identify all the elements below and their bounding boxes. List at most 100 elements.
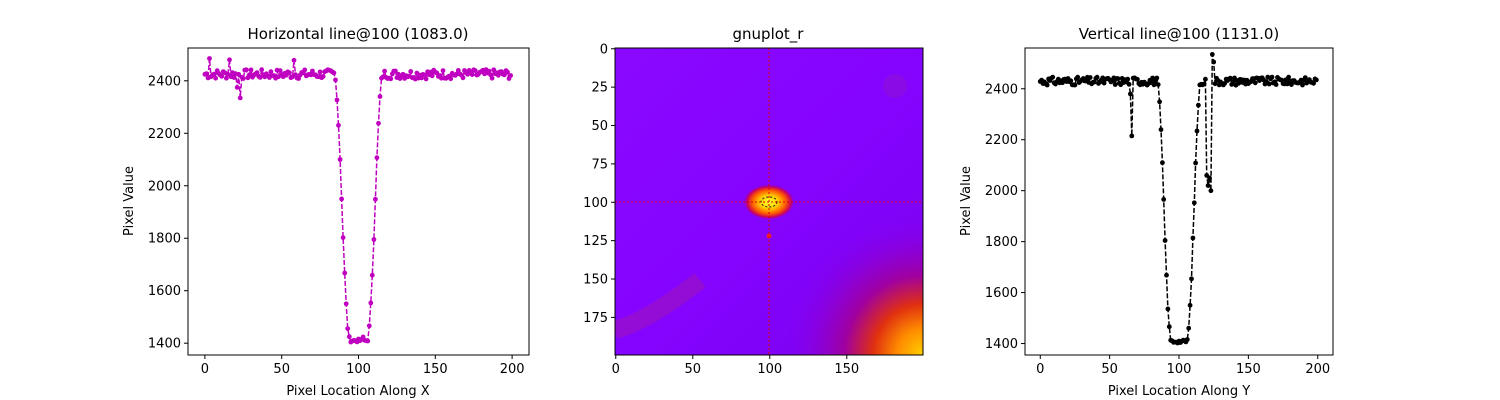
horizontal-profile-xlabel: Pixel Location Along X [286, 384, 429, 399]
profile-point [1101, 80, 1107, 86]
profile-point [1115, 76, 1121, 81]
profile-point [366, 323, 372, 329]
profile-point [1157, 99, 1162, 105]
profile-point [340, 235, 346, 241]
profile-point [1203, 76, 1208, 82]
y-tick-label: 2000 [148, 179, 181, 194]
profile-point [491, 67, 497, 73]
profile-point [1189, 276, 1194, 282]
profile-point [1128, 91, 1133, 97]
vertical-profile-panel: Vertical line@100 (1131.0) 0 50 100 150 200 1… [959, 25, 1334, 399]
profile-point [337, 157, 343, 162]
y-tick-label: 1400 [985, 337, 1018, 352]
x-tick-label: 100 [346, 362, 371, 377]
x-tick-label: 200 [1305, 362, 1330, 377]
profile-point [1190, 235, 1196, 241]
vertical-profile-title: Vertical line@100 (1131.0) [1079, 25, 1280, 43]
heatmap-x-tick-label: 0 [612, 362, 620, 377]
profile-point [1075, 74, 1081, 80]
y-tick-label: 2200 [985, 133, 1018, 148]
profile-point [1273, 82, 1279, 87]
profile-point [207, 56, 212, 61]
vertical-profile-plot [1037, 52, 1319, 346]
profile-point [368, 300, 374, 306]
profile-point [248, 67, 254, 73]
heatmap-frame [614, 47, 924, 356]
profile-point [1300, 82, 1305, 88]
profile-point [423, 76, 429, 82]
profile-point [1211, 59, 1217, 65]
profile-point [1112, 82, 1118, 87]
profile-point [237, 95, 243, 101]
horizontal-profile-frame [187, 47, 530, 356]
y-tick-label: 1600 [148, 284, 181, 299]
y-tick-label: 1400 [148, 337, 181, 352]
horizontal-profile-ticks: 0 50 100 150 200 1400 1600 1800 2000 2200 2400 [148, 74, 525, 377]
profile-point [211, 71, 217, 77]
y-tick-label: 2200 [148, 127, 181, 142]
profile-point [1160, 160, 1165, 166]
heatmap-panel: gnuplot_r [583, 25, 924, 377]
x-tick-label: 150 [1236, 362, 1261, 377]
vertical-profile-ticks: 0 50 100 150 200 1400 1600 1800 2000 2200 2400 [985, 82, 1330, 377]
x-tick-label: 0 [1036, 362, 1044, 377]
vertical-profile-xlabel: Pixel Location Along Y [1108, 384, 1250, 399]
horizontal-profile-panel: Horizontal line@100 (1083.0) 0 50 100 150 20… [122, 25, 530, 399]
heatmap-corner-glow [780, 210, 923, 355]
profile-point [1193, 160, 1198, 166]
profile-point [1155, 82, 1161, 87]
profile-point [1194, 128, 1200, 134]
y-tick-label: 1800 [148, 232, 181, 247]
profile-point [1162, 238, 1168, 243]
profile-point [1094, 74, 1100, 80]
x-tick-label: 0 [201, 362, 209, 377]
profile-point [234, 85, 240, 90]
heatmap-y-tick-label: 25 [591, 81, 608, 96]
profile-point [1205, 183, 1211, 189]
profile-point [1154, 75, 1160, 81]
profile-point [291, 57, 297, 63]
profile-point [448, 76, 454, 82]
y-tick-label: 2000 [985, 184, 1018, 199]
profile-point [1161, 197, 1167, 202]
profile-point [388, 76, 394, 82]
heatmap-y-tick-label: 0 [600, 42, 608, 57]
profile-point [240, 76, 246, 81]
profile-point [365, 338, 371, 344]
x-tick-label: 50 [1101, 362, 1118, 377]
profile-point [1129, 133, 1135, 139]
y-tick-label: 2400 [985, 82, 1018, 97]
heatmap-x-tick-label: 50 [684, 362, 701, 377]
profile-point [1165, 306, 1171, 312]
heatmap-y-tick-label: 75 [591, 157, 608, 172]
profile-point [408, 69, 414, 74]
profile-point [486, 68, 492, 74]
profile-point [1209, 52, 1215, 57]
heatmap-image [615, 48, 923, 355]
profile-point [1266, 81, 1272, 87]
profile-point [336, 122, 341, 128]
profile-point [1050, 74, 1056, 80]
profile-point [1164, 272, 1169, 278]
profile-point [224, 75, 229, 81]
profile-point [1212, 81, 1218, 87]
y-tick-label: 1600 [985, 286, 1018, 301]
profile-point [254, 70, 260, 75]
profile-point [219, 73, 225, 79]
profile-point [1230, 79, 1236, 85]
profile-point [213, 75, 219, 81]
profile-point [1092, 79, 1097, 85]
profile-point [373, 196, 378, 202]
x-tick-label: 150 [423, 362, 448, 377]
profile-point [508, 73, 513, 78]
profile-point [302, 67, 308, 73]
heatmap-y-tick-label: 100 [583, 196, 608, 211]
profile-point [346, 334, 352, 340]
profile-point [277, 68, 283, 73]
profile-point [374, 155, 380, 161]
profile-point [1044, 82, 1050, 88]
profile-point [1126, 81, 1132, 87]
profile-line [1039, 54, 1317, 344]
profile-point [333, 77, 338, 83]
